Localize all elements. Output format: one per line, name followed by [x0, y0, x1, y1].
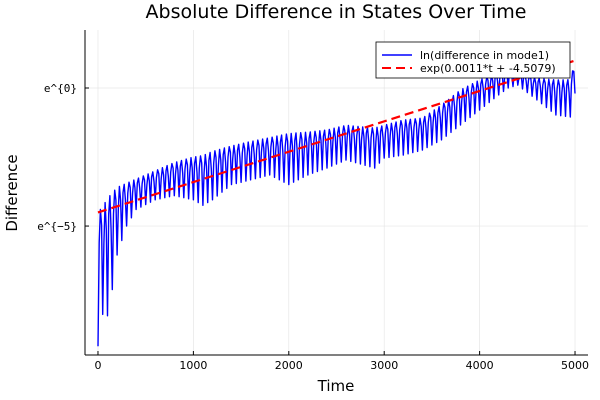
x-tick-label: 2000	[275, 359, 303, 372]
legend-box	[375, 41, 571, 79]
legend-label-series-1: ln(difference in mode1)	[420, 49, 549, 62]
x-tick-label: 3000	[370, 359, 398, 372]
x-tick-label: 1000	[179, 359, 207, 372]
series-line-difference-mode1	[97, 68, 576, 347]
x-tick-label: 4000	[466, 359, 494, 372]
x-tick-label: 0	[94, 359, 101, 372]
legend-label-series-2: exp(0.0011*t + -4.5079)	[420, 62, 556, 75]
x-axis-label: Time	[317, 377, 355, 395]
legend: ln(difference in mode1) exp(0.0011*t + -…	[375, 41, 571, 79]
x-tick-label: 5000	[561, 359, 589, 372]
y-tick-label: e^{−5}	[37, 220, 77, 233]
y-axis-label: Difference	[3, 154, 21, 231]
series-line-exp-fit	[97, 59, 576, 214]
chart-title: Absolute Difference in States Over Time	[146, 1, 527, 23]
plot-area	[97, 59, 576, 347]
axes	[84, 30, 588, 356]
y-tick-label: e^{0}	[44, 82, 77, 95]
